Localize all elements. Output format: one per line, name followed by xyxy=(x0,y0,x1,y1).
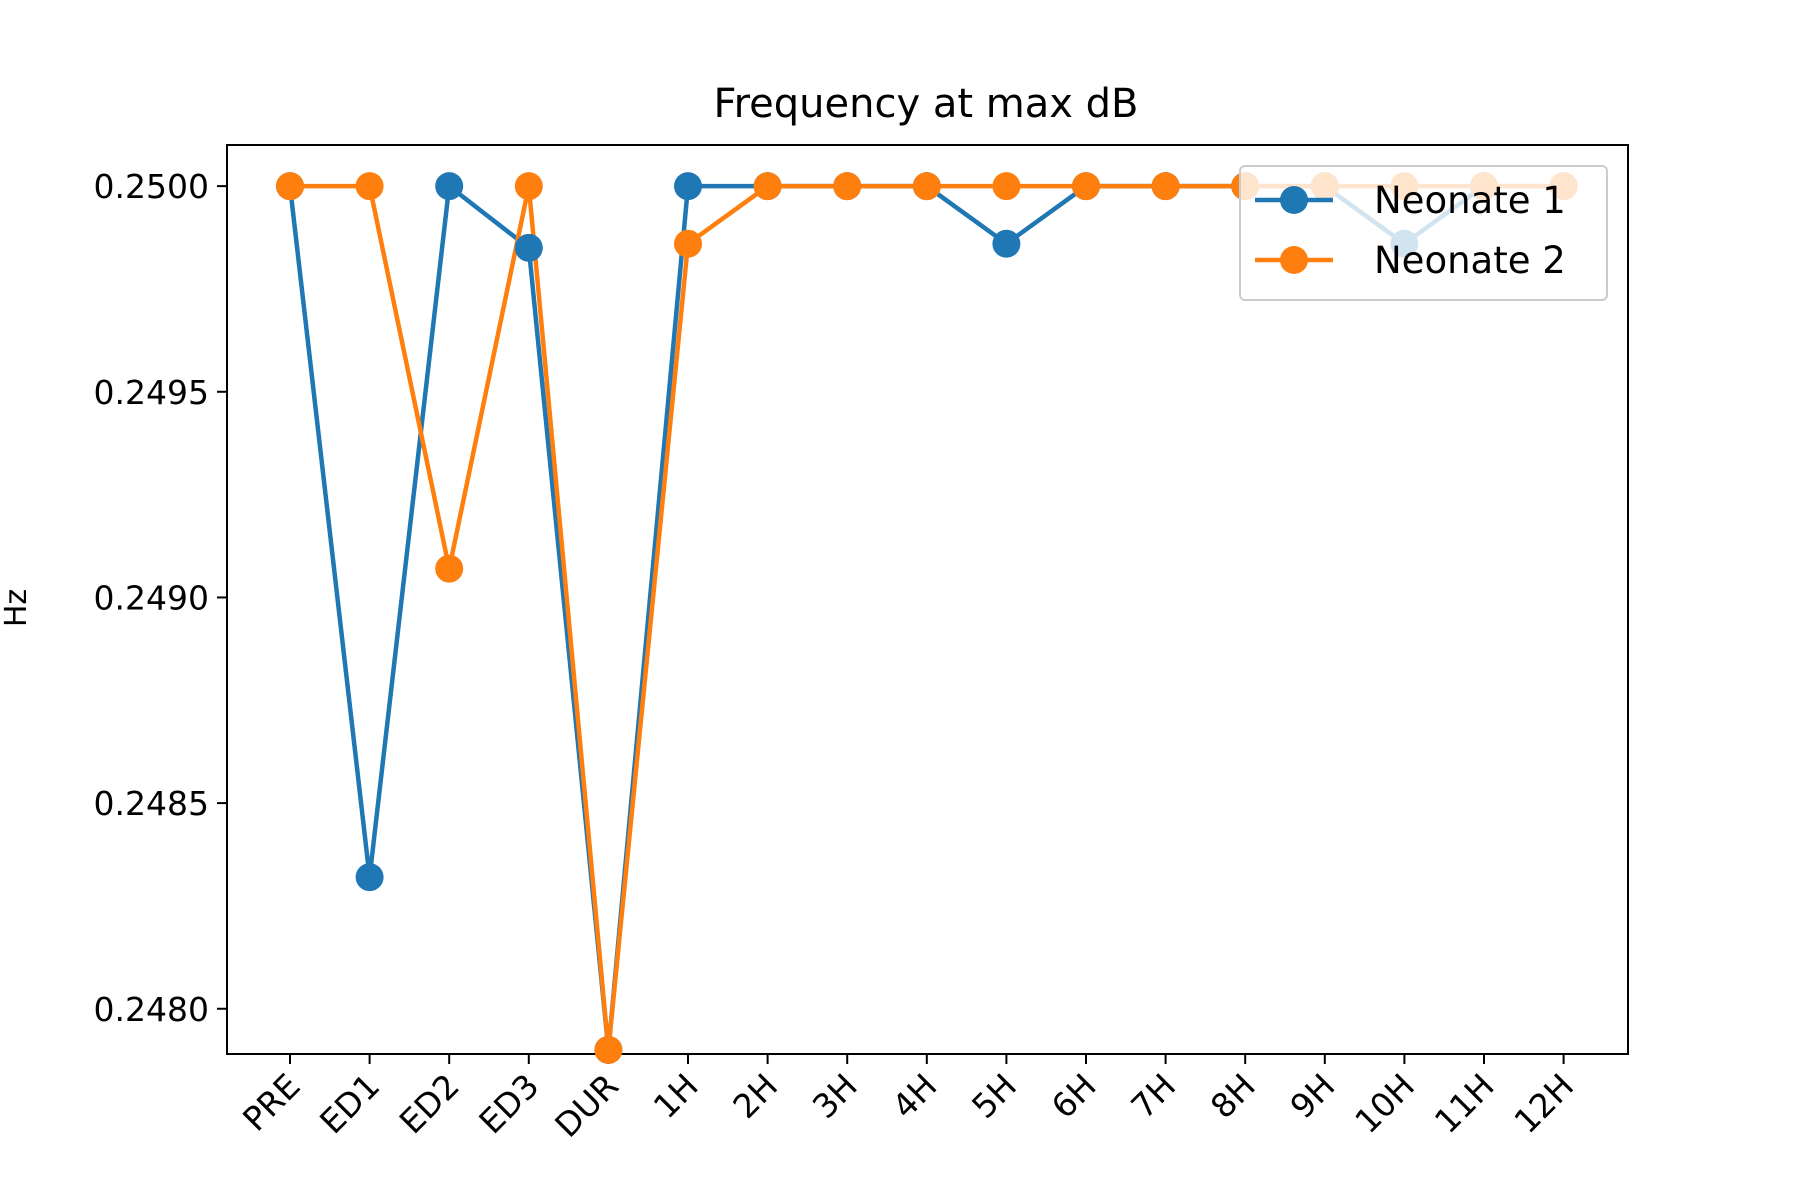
y-tick-label: 0.2490 xyxy=(94,578,209,617)
series-line-1 xyxy=(287,183,1564,1053)
data-point xyxy=(833,172,862,201)
chart-title: Frequency at max dB xyxy=(714,81,1139,127)
y-tick-label: 0.2495 xyxy=(94,373,209,412)
data-point xyxy=(1151,172,1180,201)
data-point xyxy=(355,172,384,201)
x-tick-label: 2H xyxy=(725,1066,785,1126)
data-point xyxy=(753,172,782,201)
legend-marker xyxy=(1280,186,1308,214)
data-point xyxy=(912,172,941,201)
data-point xyxy=(435,172,464,201)
x-tick-label: 7H xyxy=(1123,1066,1183,1126)
y-tick-label: 0.2485 xyxy=(94,784,209,823)
x-tick-label: 3H xyxy=(805,1066,865,1126)
x-tick-label: 6H xyxy=(1044,1066,1104,1126)
x-tick-label: ED1 xyxy=(312,1066,387,1141)
data-point xyxy=(674,172,702,201)
data-point xyxy=(276,172,304,201)
data-point xyxy=(514,172,543,201)
legend-label: Neonate 2 xyxy=(1374,239,1566,282)
data-point xyxy=(1072,172,1100,201)
x-tick-label: PRE xyxy=(235,1066,308,1139)
x-tick-label: 5H xyxy=(964,1066,1024,1126)
y-axis-label: Hz xyxy=(0,589,34,627)
x-tick-label: DUR xyxy=(547,1066,626,1145)
data-point xyxy=(514,233,543,262)
legend: Neonate 1 Neonate 2 xyxy=(1239,165,1608,301)
x-tick-label: 12H xyxy=(1506,1066,1581,1141)
x-tick-label: 4H xyxy=(884,1066,944,1126)
y-tick-label: 0.2500 xyxy=(94,167,209,206)
x-tick-label: 1H xyxy=(646,1066,706,1126)
data-point xyxy=(992,229,1021,258)
data-point xyxy=(594,1035,623,1064)
data-point xyxy=(992,172,1021,201)
x-tick-label: ED3 xyxy=(471,1066,546,1141)
data-point xyxy=(674,229,702,258)
x-tick-label: 10H xyxy=(1347,1066,1422,1141)
y-tick-label: 0.2480 xyxy=(94,990,209,1029)
series-line-2 xyxy=(290,183,1564,1053)
legend-label: Neonate 1 xyxy=(1374,179,1566,222)
x-tick-label: ED2 xyxy=(392,1066,467,1141)
x-tick-label: 9H xyxy=(1282,1066,1342,1126)
x-tick-label: 11H xyxy=(1427,1066,1502,1141)
data-point xyxy=(355,863,384,892)
legend-marker xyxy=(1280,246,1308,274)
data-point xyxy=(435,554,464,583)
x-tick-label: 8H xyxy=(1203,1066,1263,1126)
